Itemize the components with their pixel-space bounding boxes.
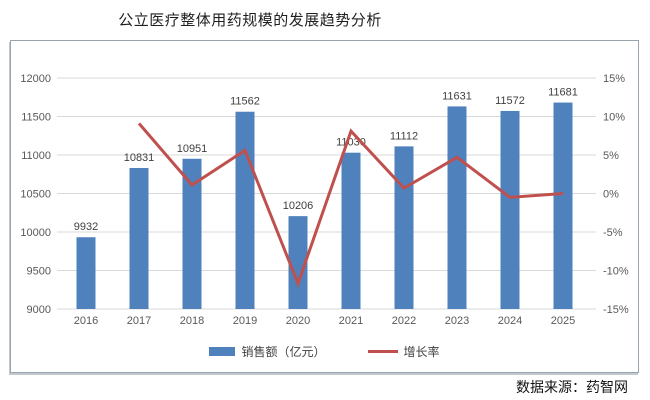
bar-2025 xyxy=(553,102,573,309)
x-axis-label-2019: 2019 xyxy=(233,315,257,327)
y-axis-right-label: -10% xyxy=(603,266,629,278)
x-axis-label-2025: 2025 xyxy=(551,315,575,327)
x-axis-label-2020: 2020 xyxy=(286,315,310,327)
bar-2024 xyxy=(500,110,520,310)
bar-2017 xyxy=(129,168,149,309)
x-axis-label-2017: 2017 xyxy=(127,315,151,327)
x-axis-label-2018: 2018 xyxy=(180,315,204,327)
y-axis-left-label: 10000 xyxy=(20,227,51,239)
x-axis-label-2021: 2021 xyxy=(339,315,363,327)
bar-value-label: 10206 xyxy=(283,200,314,212)
data-source-note: 数据来源：药智网 xyxy=(516,379,628,395)
sales-bar-swatch-icon xyxy=(209,347,236,356)
bar-2019 xyxy=(235,111,255,309)
bar-value-label: 11631 xyxy=(442,90,472,102)
x-axis-label-2023: 2023 xyxy=(445,315,469,327)
combo-chart: 12000 15% 11500 10% 11000 5% 10500 0% 10000 -5% 95… xyxy=(20,73,629,327)
legend-growth-label: 增长率 xyxy=(403,345,440,359)
chart-frame: 12000 15% 11500 10% 11000 5% 10500 0% 10000 -5% 95… xyxy=(10,40,639,373)
bar-value-label: 11562 xyxy=(230,96,260,108)
bar-2018 xyxy=(182,158,202,309)
y-axis-left-label: 9000 xyxy=(27,304,51,316)
y-axis-right-label: -5% xyxy=(603,227,623,239)
bar-value-label: 11681 xyxy=(548,87,578,99)
y-axis-right-label: 15% xyxy=(603,73,625,85)
x-axis-label-2022: 2022 xyxy=(392,315,416,327)
legend-item-sales: 销售额（亿元） xyxy=(209,343,326,360)
bar-2016 xyxy=(76,237,96,309)
legend-item-growth: 增长率 xyxy=(367,343,440,360)
bar-value-label: 10831 xyxy=(124,152,155,164)
bar-2021 xyxy=(341,152,361,309)
bar-2023 xyxy=(447,106,467,310)
growth-rate-line xyxy=(137,122,564,288)
y-axis-left-label: 11000 xyxy=(21,150,51,162)
chart-legend: 销售额（亿元） 增长率 xyxy=(11,343,638,360)
y-axis-right-label: 0% xyxy=(603,189,619,201)
y-axis-right-label: 10% xyxy=(603,112,625,124)
bar-value-label: 11112 xyxy=(390,130,418,142)
legend-sales-label: 销售额（亿元） xyxy=(241,345,326,359)
bar-2020 xyxy=(288,216,308,309)
y-axis-left-label: 12000 xyxy=(20,73,51,85)
bar-value-label: 10951 xyxy=(177,143,208,155)
bar-value-label: 11572 xyxy=(495,95,525,107)
chart-title: 公立医疗整体用药规模的发展趋势分析 xyxy=(118,12,382,29)
x-axis-label-2016: 2016 xyxy=(74,315,98,327)
y-axis-left-label: 10500 xyxy=(20,189,51,201)
growth-line-swatch-icon xyxy=(367,350,398,353)
y-axis-right-label: 5% xyxy=(603,150,619,162)
bar-value-label: 9932 xyxy=(74,221,98,233)
x-axis-label-2024: 2024 xyxy=(498,315,522,327)
y-axis-right-label: -15% xyxy=(603,304,629,316)
bar-2022 xyxy=(394,146,414,309)
y-axis-left-label: 9500 xyxy=(27,266,51,278)
y-axis-left-label: 11500 xyxy=(21,112,51,124)
